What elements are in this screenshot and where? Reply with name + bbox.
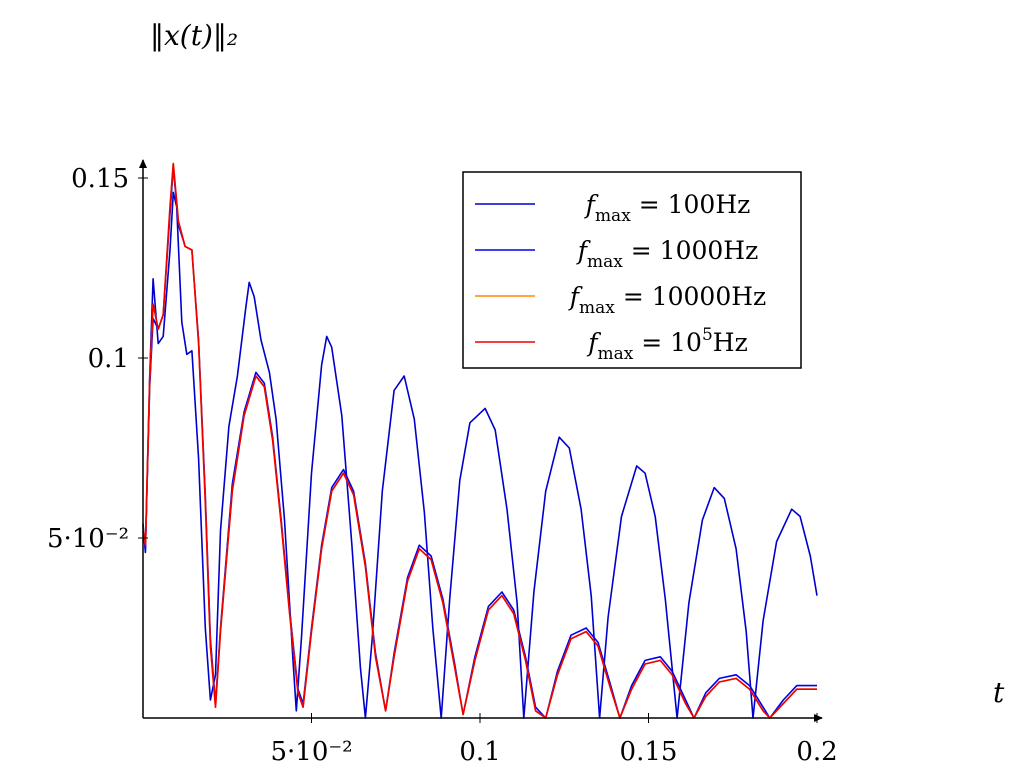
series-line-1 <box>142 191 818 719</box>
y-tick-label: 0.15 <box>71 164 129 194</box>
y-tick-label: 5·10⁻² <box>47 524 129 554</box>
series-line-4 <box>142 162 817 719</box>
legend-label-3: fmax = 10000Hz <box>568 282 766 318</box>
x-tick-label: 0.15 <box>620 737 678 767</box>
x-tick-label: 5·10⁻² <box>270 737 352 767</box>
x-tick-label: 0.2 <box>796 737 837 767</box>
legend-box <box>462 171 802 369</box>
series-layer <box>142 162 818 719</box>
x-axis-title: t <box>993 676 1005 709</box>
y-tick-label: 0.1 <box>88 344 129 374</box>
legend: fmax = 100Hz fmax = 1000Hz fmax = 10000Hz f… <box>462 171 802 369</box>
ticks-layer: 5·10⁻² 0.1 0.15 0.2 5·10⁻² 0.1 0.15 <box>47 164 838 767</box>
legend-label-2: fmax = 1000Hz <box>576 236 759 272</box>
y-axis-title: ‖x(t)‖₂ <box>150 19 238 52</box>
legend-label-1: fmax = 100Hz <box>584 190 751 226</box>
legend-label-4: fmax = 105Hz <box>586 325 748 364</box>
x-tick-label: 0.1 <box>459 737 500 767</box>
